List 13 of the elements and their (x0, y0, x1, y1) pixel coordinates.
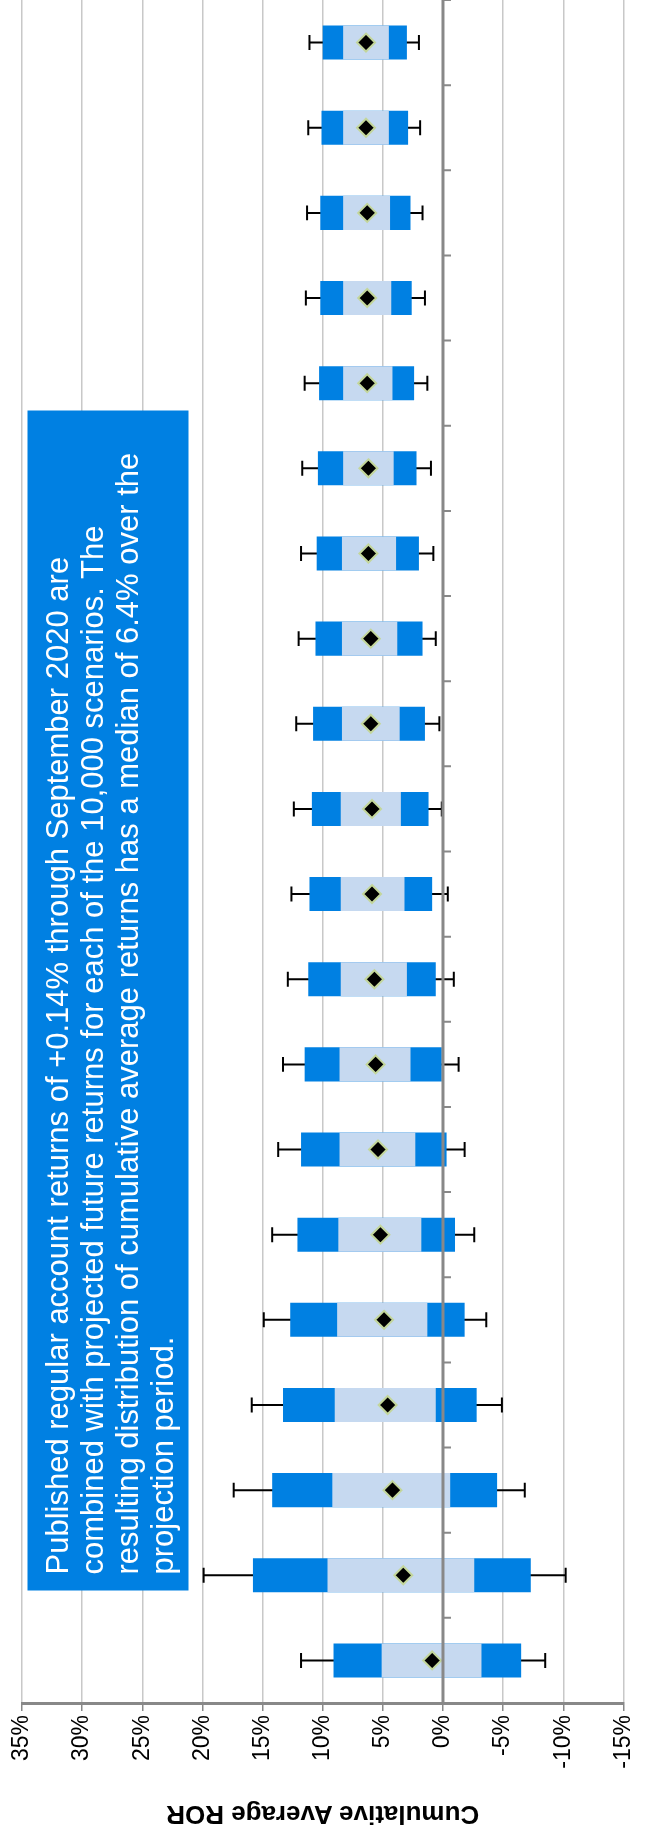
x-tick-label: 10% (308, 1715, 335, 1762)
x-tick-label: -5% (488, 1715, 515, 1756)
x-tick-label: 15% (247, 1715, 274, 1762)
x-axis-title: Cumulative Average ROR (165, 1799, 480, 1830)
x-tick-label: 0% (428, 1715, 455, 1749)
x-tick-label: 5% (368, 1715, 395, 1749)
x-tick-label: 20% (187, 1715, 214, 1762)
x-tick-label: 30% (67, 1715, 94, 1762)
annotation: Published regular account returns of +0.14% through September 2020 are combined with projected future returns for each of the 10,000 scenarios. The resulting distribution of cumulative average returns has a median of 6.4% over the projection period. (27, 410, 189, 1591)
x-tick-label: -15% (608, 1715, 635, 1769)
x-tick-label: 35% (7, 1715, 34, 1762)
x-tick-label: 25% (127, 1715, 154, 1762)
x-tick-label: -10% (548, 1715, 575, 1769)
